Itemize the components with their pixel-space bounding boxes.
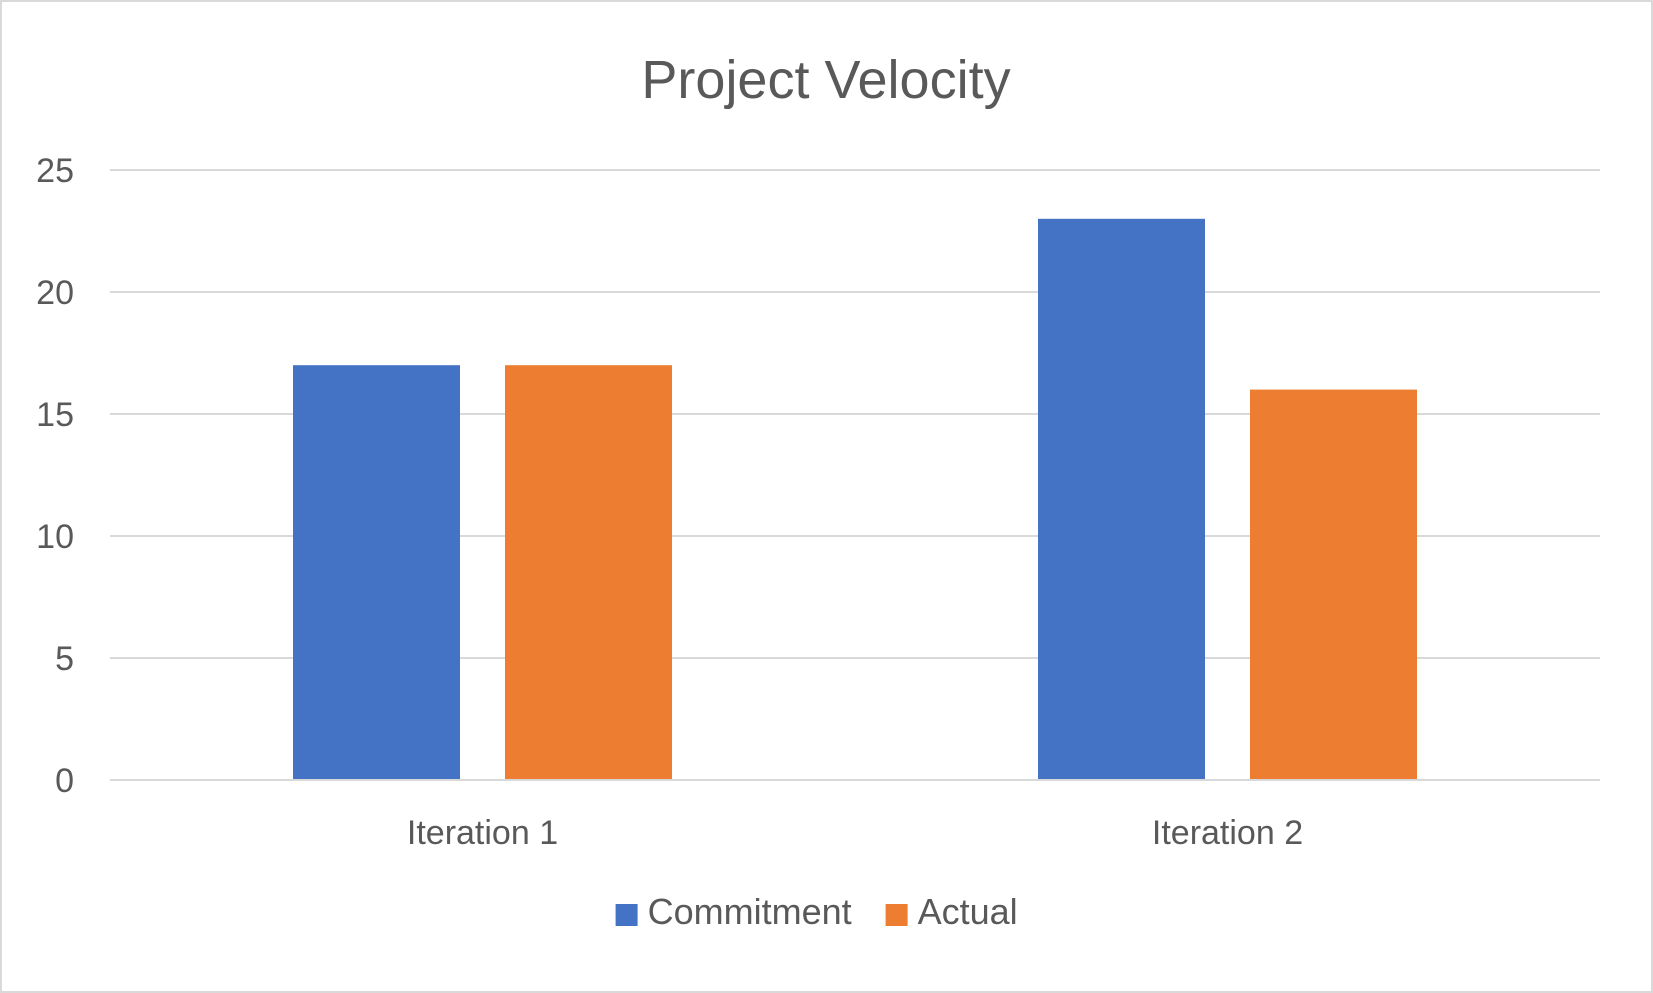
x-tick-label: Iteration 1 bbox=[407, 814, 558, 852]
y-tick-label: 5 bbox=[55, 640, 74, 678]
legend-swatch-commitment bbox=[615, 904, 638, 926]
bar-actual-1 bbox=[505, 365, 672, 780]
y-tick-label: 25 bbox=[36, 152, 74, 190]
bars bbox=[293, 218, 1417, 781]
y-tick-label: 15 bbox=[36, 396, 74, 434]
bar-commitment-2 bbox=[1038, 218, 1205, 781]
y-tick-label: 10 bbox=[36, 518, 74, 556]
bar-actual-2 bbox=[1250, 389, 1417, 780]
axes: 0 5 10 15 20 25 Iteration 1 Iteration 2 bbox=[36, 152, 1600, 852]
legend-swatch-actual bbox=[885, 904, 908, 926]
y-tick-label: 20 bbox=[36, 274, 74, 312]
bar-commitment-1 bbox=[293, 365, 460, 780]
legend-label-commitment: Commitment bbox=[648, 891, 852, 932]
legend-label-actual: Actual bbox=[918, 891, 1018, 932]
x-tick-label: Iteration 2 bbox=[1152, 814, 1303, 852]
y-tick-label: 0 bbox=[55, 762, 74, 800]
chart-title: Project Velocity bbox=[641, 50, 1010, 110]
legend: Commitment Actual bbox=[615, 891, 1018, 932]
